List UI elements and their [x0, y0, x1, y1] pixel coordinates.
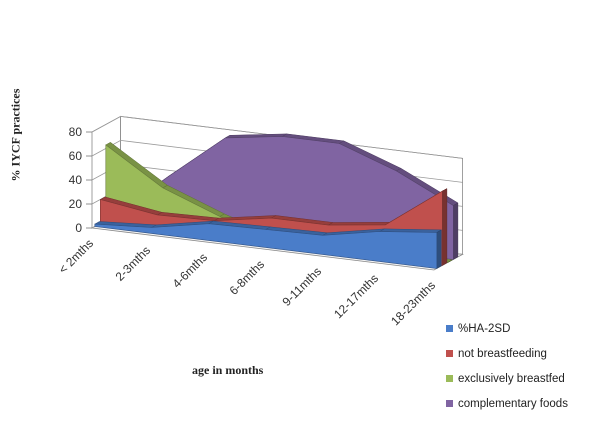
legend-item-ha2sd: %HA-2SD: [446, 316, 568, 341]
y-tick-label: 40: [69, 173, 83, 187]
y-axis-ticks: 0 20 40 60 80: [69, 125, 92, 235]
area-end-cap: [442, 188, 448, 266]
y-axis-title: % IYCF practices: [8, 88, 23, 182]
y-tick-label: 20: [69, 197, 83, 211]
y-tick-label: 60: [69, 149, 83, 163]
legend: %HA-2SD not breastfeeding exclusively br…: [446, 316, 568, 416]
x-tick-label: 9-11mths: [279, 264, 324, 309]
legend-item-not-breastfeeding: not breastfeeding: [446, 341, 568, 366]
legend-item-exclusively-breastfed: exclusively breastfed: [446, 366, 568, 391]
area-end-cap: [436, 229, 442, 269]
area-front-face: [94, 223, 438, 269]
x-tick-label: 6-8mths: [227, 257, 268, 298]
x-tick-label: 4-6mths: [170, 250, 211, 291]
x-tick-label: 18-23mths: [388, 278, 438, 328]
x-axis-title: age in months: [192, 363, 264, 377]
legend-label: not breastfeeding: [458, 347, 547, 360]
x-tick-label: 2-3mths: [113, 243, 154, 284]
legend-label: exclusively breastfed: [458, 372, 565, 385]
legend-label: %HA-2SD: [458, 322, 511, 335]
legend-label: complementary foods: [458, 397, 568, 410]
legend-swatch: [446, 325, 453, 332]
y-tick-label: 0: [75, 221, 82, 235]
area-end-cap: [447, 259, 453, 263]
x-tick-label: 12-17mths: [331, 271, 381, 321]
legend-item-complementary-foods: complementary foods: [446, 391, 568, 416]
y-tick-label: 80: [69, 125, 83, 139]
legend-swatch: [446, 350, 453, 357]
series-areas: [93, 133, 459, 269]
series-area-0: [93, 220, 443, 269]
area-end-cap: [453, 202, 459, 260]
legend-swatch: [446, 400, 453, 407]
legend-swatch: [446, 375, 453, 382]
x-tick-label: < 2mths: [56, 236, 96, 276]
